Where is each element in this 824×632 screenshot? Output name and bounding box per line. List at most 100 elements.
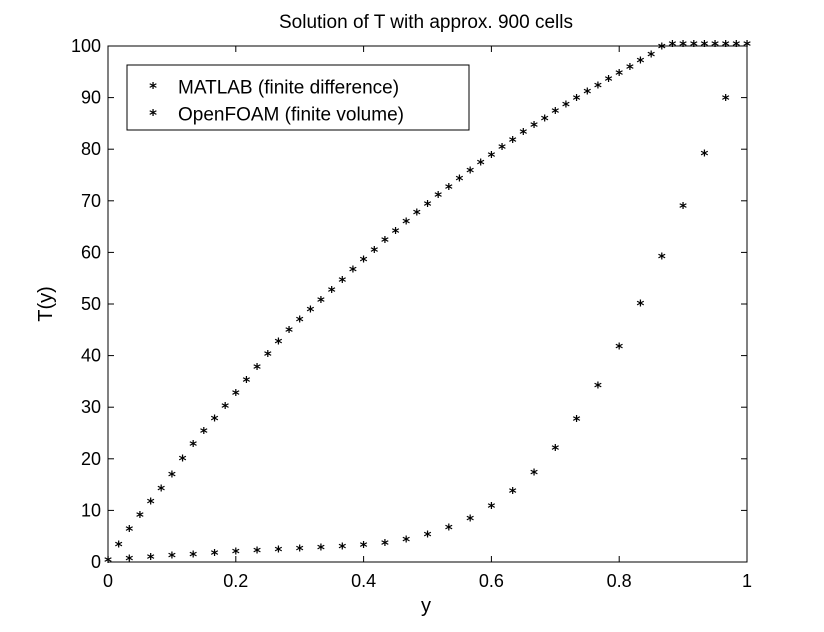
x-tick-label: 0	[103, 571, 113, 591]
data-point: *	[211, 546, 219, 564]
data-point: *	[658, 250, 666, 268]
data-point: *	[562, 97, 570, 115]
data-point: *	[743, 37, 751, 55]
data-point: *	[498, 140, 506, 158]
data-point: *	[264, 347, 272, 365]
data-point: *	[136, 508, 144, 526]
data-point: *	[700, 146, 708, 164]
data-point: *	[115, 538, 123, 556]
x-axis-label: y	[421, 595, 431, 617]
y-tick-label: 70	[81, 191, 101, 211]
data-marks: * * * * * * * * * * * * * * * * * ***********************…	[104, 37, 751, 571]
y-tick-label: 20	[81, 449, 101, 469]
y-tick-label: 80	[81, 139, 101, 159]
data-point: *	[338, 273, 346, 291]
data-point: *	[360, 538, 368, 556]
data-point: *	[477, 156, 485, 174]
data-point: *	[594, 78, 602, 96]
data-point: *	[253, 544, 261, 562]
y-tick-label: 40	[81, 346, 101, 366]
data-point: *	[679, 37, 687, 55]
data-point: *	[658, 40, 666, 58]
data-point: *	[413, 206, 421, 224]
data-point: *	[700, 37, 708, 55]
data-point: *	[605, 72, 613, 90]
data-point: *	[317, 293, 325, 311]
data-point: *	[168, 467, 176, 485]
legend-label-openfoam: OpenFOAM (finite volume)	[178, 105, 404, 126]
data-point: *	[349, 262, 357, 280]
y-tick-label: 100	[71, 36, 101, 56]
data-point: *	[466, 512, 474, 530]
data-point: *	[541, 111, 549, 129]
data-point: *	[392, 224, 400, 242]
series-0: * * * * * * * * * * * * * * * * * **************	[104, 37, 751, 571]
x-tick-label: 0.8	[607, 571, 632, 591]
data-point: *	[232, 545, 240, 563]
plot-area	[107, 45, 748, 563]
data-point: *	[679, 199, 687, 217]
data-point: *	[573, 91, 581, 109]
y-tick-label: 50	[81, 294, 101, 314]
x-tick-label: 0.4	[351, 571, 376, 591]
data-point: *	[104, 553, 112, 571]
data-point: *	[647, 47, 655, 65]
data-point: *	[626, 60, 634, 78]
data-point: *	[232, 386, 240, 404]
data-point: *	[509, 484, 517, 502]
data-point: *	[637, 54, 645, 72]
legend-label-matlab: MATLAB (finite difference)	[178, 78, 399, 99]
data-point: *	[594, 379, 602, 397]
data-point: *	[445, 520, 453, 538]
data-point: *	[466, 163, 474, 181]
data-point: *	[360, 253, 368, 271]
data-point: *	[381, 536, 389, 554]
data-point: *	[285, 323, 293, 341]
x-tick-label: 0.2	[223, 571, 248, 591]
data-point: *	[509, 133, 517, 151]
data-point: *	[722, 91, 730, 109]
data-point: *	[243, 373, 251, 391]
data-point: *	[370, 243, 378, 261]
data-point: *	[274, 335, 282, 353]
series-1: **************************** * * * * * * * * * * * *…	[115, 37, 741, 556]
data-point: *	[125, 522, 133, 540]
data-point: *	[157, 481, 165, 499]
data-point: *	[328, 283, 336, 301]
data-point: *	[306, 303, 314, 321]
data-point: *	[456, 172, 464, 190]
data-point: *	[573, 412, 581, 430]
data-point: *	[637, 297, 645, 315]
data-point: *	[615, 66, 623, 84]
data-point: *	[189, 437, 197, 455]
axis-ticks	[107, 45, 748, 563]
y-axis-label: T(y)	[35, 286, 57, 322]
data-point: *	[722, 37, 730, 55]
data-point: *	[253, 360, 261, 378]
data-point: *	[668, 37, 676, 55]
data-point: *	[189, 547, 197, 565]
data-point: *	[402, 215, 410, 233]
data-point: *	[690, 37, 698, 55]
data-point: *	[732, 37, 740, 55]
data-point: *	[147, 495, 155, 513]
y-tick-label: 0	[91, 552, 101, 572]
data-point: *	[125, 551, 133, 569]
chart-title: Solution of T with approx. 900 cells	[279, 12, 573, 33]
legend-marker-matlab: *	[149, 79, 157, 97]
data-point: *	[615, 339, 623, 357]
data-point: *	[200, 424, 208, 442]
data-point: *	[424, 197, 432, 215]
legend-box	[126, 64, 470, 131]
data-point: *	[711, 37, 719, 55]
legend: * MATLAB (finite difference) * OpenFOAM …	[126, 64, 470, 131]
data-point: *	[296, 313, 304, 331]
data-point: *	[274, 543, 282, 561]
y-tick-label: 60	[81, 242, 101, 262]
data-point: *	[530, 465, 538, 483]
y-tick-label: 90	[81, 88, 101, 108]
data-point: *	[487, 148, 495, 166]
data-point: *	[168, 548, 176, 566]
